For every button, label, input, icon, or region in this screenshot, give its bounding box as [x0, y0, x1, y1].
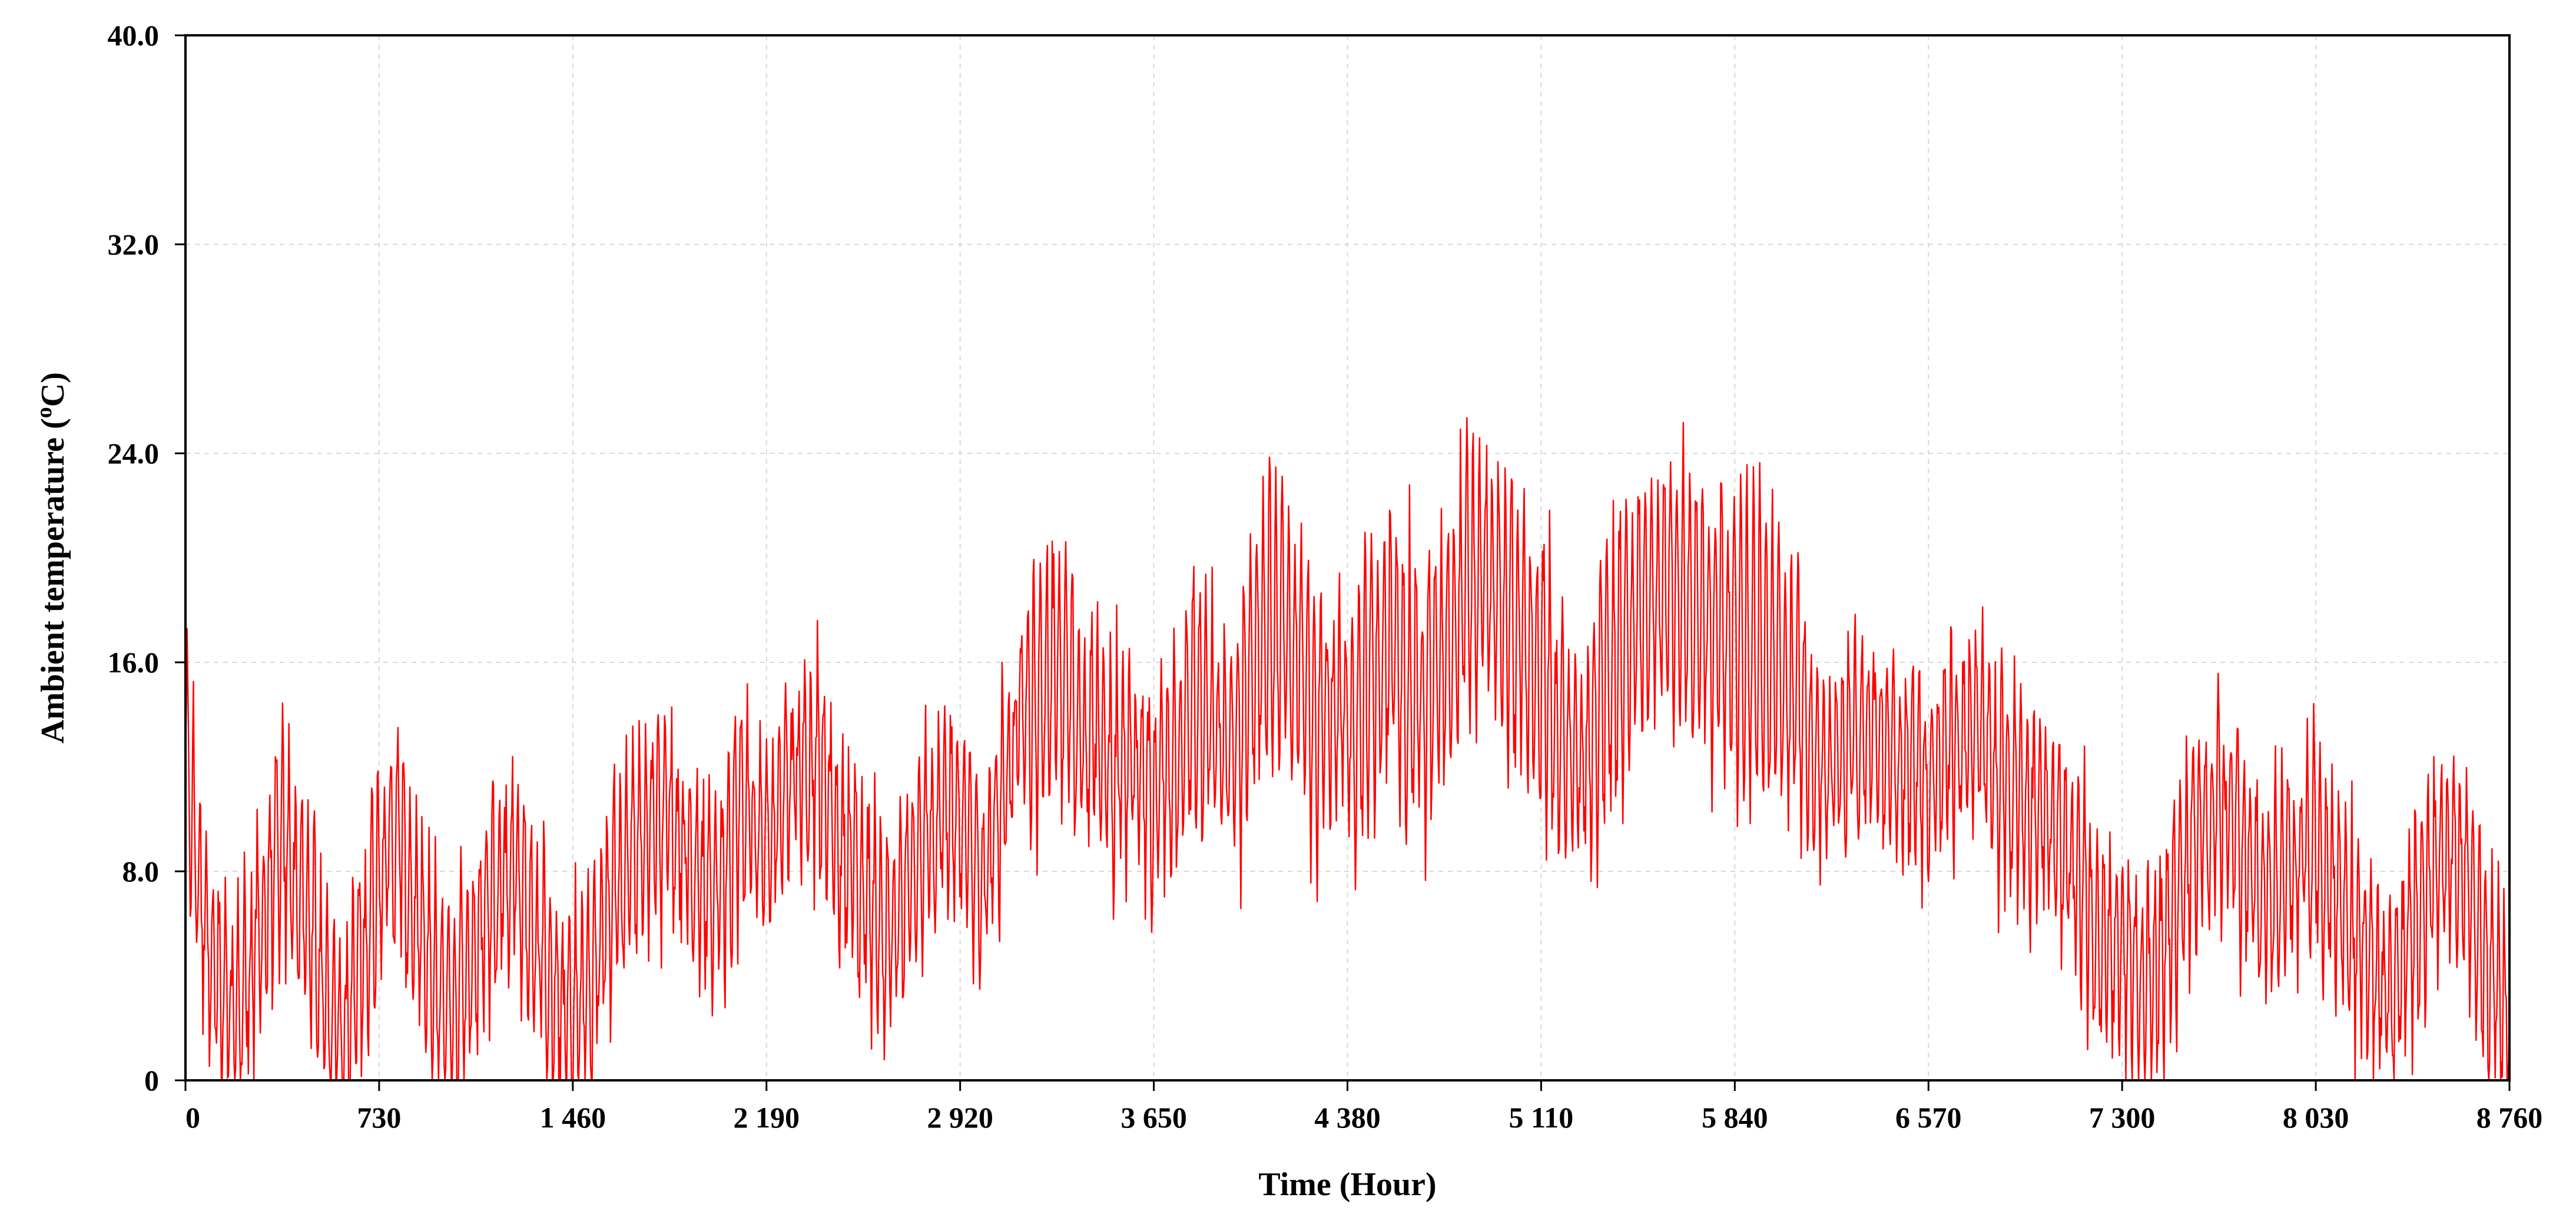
y-axis-title-main: Ambient temperature ( — [35, 418, 71, 744]
y-tick-label-4: 32.0 — [108, 228, 160, 261]
y-axis-title-tail: C) — [35, 372, 71, 407]
x-tick-label-8: 5 840 — [1702, 1101, 1768, 1134]
y-tick-label-1: 8.0 — [122, 855, 160, 888]
x-tick-label-0: 0 — [185, 1101, 200, 1134]
x-tick-label-12: 8 760 — [2476, 1101, 2543, 1134]
y-axis-title-superscript: o — [32, 407, 57, 418]
x-tick-label-11: 8 030 — [2283, 1101, 2349, 1134]
x-axis-title: Time (Hour) — [1258, 1166, 1436, 1203]
y-tick-label-0: 0 — [144, 1064, 159, 1097]
x-tick-label-6: 4 380 — [1314, 1101, 1381, 1134]
y-tick-label-5: 40.0 — [108, 19, 160, 52]
x-axis-ticks: 0 730 1 460 2 190 2 920 3 650 4 380 5 110 5 840 6… — [184, 1080, 2543, 1134]
x-tick-label-3: 2 190 — [734, 1101, 800, 1134]
y-tick-label-3: 24.0 — [108, 437, 160, 470]
y-tick-label-2: 16.0 — [108, 646, 160, 679]
x-tick-label-10: 7 300 — [2089, 1101, 2156, 1134]
y-axis-ticks: 0 8.0 16.0 24.0 32.0 40.0 — [108, 19, 185, 1097]
x-tick-label-4: 2 920 — [927, 1101, 993, 1134]
x-tick-label-1: 730 — [357, 1101, 401, 1134]
x-tick-label-5: 3 650 — [1120, 1101, 1187, 1134]
x-tick-label-2: 1 460 — [540, 1101, 606, 1134]
x-tick-label-9: 6 570 — [1895, 1101, 1962, 1134]
x-tick-label-7: 5 110 — [1509, 1101, 1574, 1134]
grid-lines — [185, 35, 2509, 1080]
y-axis-title: Ambient temperature (oC) — [32, 372, 71, 744]
